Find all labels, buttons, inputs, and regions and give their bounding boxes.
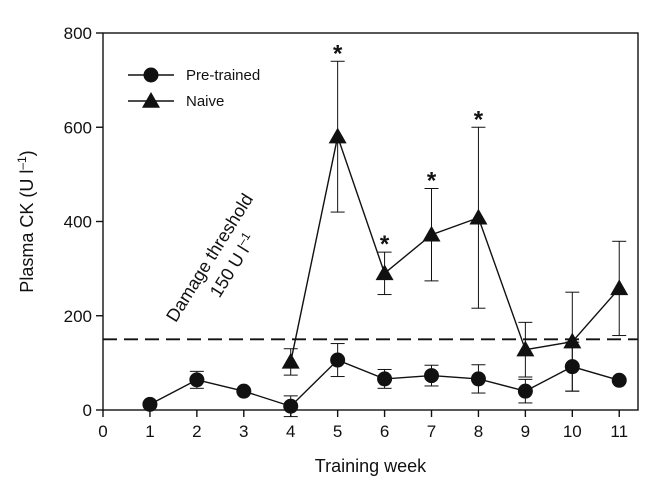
- data-point: [283, 398, 299, 414]
- series-pre-trained: [142, 341, 627, 418]
- data-point: [517, 383, 533, 399]
- data-point: [516, 340, 535, 357]
- x-tick-label: 0: [98, 422, 107, 441]
- x-tick-label: 3: [239, 422, 248, 441]
- y-tick-label: 200: [64, 307, 92, 326]
- plot-frame: [102, 32, 639, 411]
- y-tick-label: 0: [83, 401, 92, 420]
- data-point: [189, 372, 205, 388]
- y-tick-label: 600: [64, 118, 92, 137]
- data-point: [424, 368, 440, 384]
- data-point: [470, 371, 486, 387]
- data-point: [142, 396, 158, 412]
- data-point: [236, 383, 252, 399]
- data-point: [422, 225, 441, 242]
- x-tick-label: 6: [380, 422, 389, 441]
- data-point: [611, 372, 627, 388]
- x-tick-label: 8: [474, 422, 483, 441]
- data-point: [563, 332, 582, 349]
- data-point: [375, 264, 394, 281]
- significance-star: *: [380, 231, 390, 258]
- x-tick-label: 4: [286, 422, 295, 441]
- x-tick-label: 1: [145, 422, 154, 441]
- y-tick-label: 400: [64, 213, 92, 232]
- legend-label: Naive: [186, 93, 224, 110]
- legend-marker: [143, 67, 159, 83]
- series-line: [290, 134, 620, 363]
- x-tick-label: 2: [192, 422, 201, 441]
- significance-star: *: [474, 106, 484, 133]
- data-point: [328, 127, 347, 144]
- x-tick-label: 5: [333, 422, 342, 441]
- data-point: [330, 352, 346, 368]
- data-point: [610, 279, 629, 296]
- data-point: [377, 371, 393, 387]
- x-tick-label: 11: [610, 422, 628, 441]
- data-point: [281, 352, 300, 369]
- legend-marker: [142, 92, 160, 108]
- legend-item: Pre-trained: [128, 67, 260, 84]
- data-point: [469, 208, 488, 225]
- legend-item: Naive: [128, 92, 224, 110]
- legend-label: Pre-trained: [186, 67, 260, 84]
- series-naive: [281, 60, 629, 392]
- y-tick-label: 800: [64, 24, 92, 43]
- y-axis-title: Plasma CK (U l–1): [15, 150, 37, 292]
- x-tick-label: 10: [563, 422, 582, 441]
- x-tick-label: 7: [427, 422, 436, 441]
- x-axis-title: Training week: [315, 456, 427, 476]
- x-tick-label: 9: [521, 422, 530, 441]
- significance-star: *: [333, 40, 343, 67]
- significance-star: *: [427, 168, 437, 195]
